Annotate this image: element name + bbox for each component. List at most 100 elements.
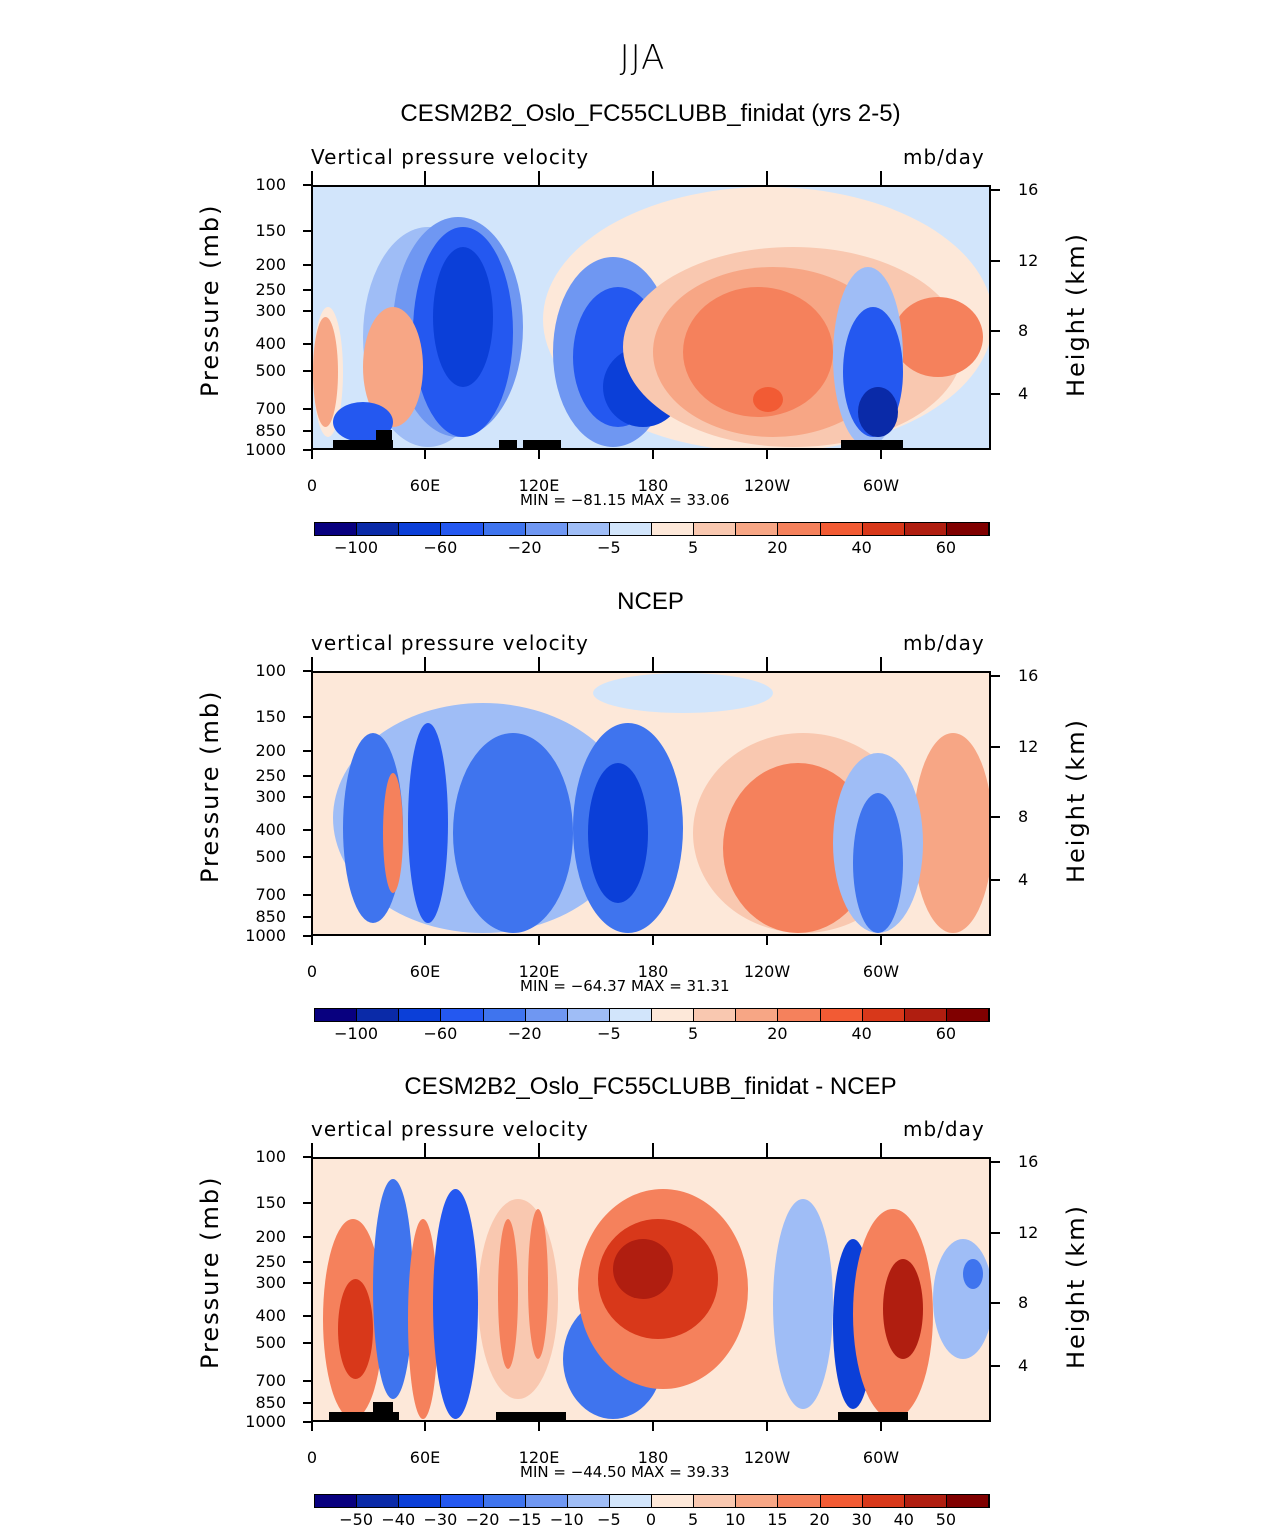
height-tick-label: 4 [1018,384,1029,403]
longitude-tick-label: 60E [409,1448,441,1467]
pressure-tick-label: 100 [255,175,286,194]
colorbar-label: 10 [725,1510,746,1529]
contour-region [773,1199,833,1409]
contour-region [893,297,983,377]
contour-region [338,1279,373,1379]
y-axis-label: Pressure (mb) [196,1175,224,1369]
panel-title: NCEP [617,588,684,615]
topography-mask [333,440,393,448]
colorbar-label: 40 [893,1510,914,1529]
pressure-tick-label: 850 [255,1393,286,1412]
colorbar-swatch [399,1495,442,1507]
colorbar-label: 20 [809,1510,830,1529]
topography-mask [499,440,517,448]
contour-plot [311,185,991,450]
height-tick-label: 12 [1018,737,1039,756]
colorbar-label: −15 [507,1510,542,1529]
height-tick-label: 16 [1018,1152,1039,1171]
longitude-tick-label: 0 [306,962,318,981]
topography-mask [376,430,392,448]
colorbar-swatch [904,1009,947,1021]
contour-region [723,763,873,933]
pressure-tick-label: 200 [255,255,286,274]
pressure-tick-label: 1000 [245,926,286,945]
colorbar-swatch [862,1009,905,1021]
longitude-tick-label: 180 [637,962,669,981]
height-tick-label: 16 [1018,180,1039,199]
pressure-tick-label: 850 [255,907,286,926]
colorbar-label: −10 [549,1510,584,1529]
colorbar-label: −20 [507,538,542,557]
height-axis-label: Height (km) [1062,1204,1090,1369]
longitude-tick-label: 120E [518,1448,560,1467]
longitude-tick-label: 60E [409,476,441,495]
pressure-tick-label: 100 [255,1147,286,1166]
longitude-tick-label: 180 [637,1448,669,1467]
longitude-tick-label: 120E [518,476,560,495]
contour-region [858,387,898,437]
panel-title: CESM2B2_Oslo_FC55CLUBB_finidat - NCEP [404,1073,897,1100]
contour-plot [311,671,991,936]
topography-mask [496,1412,566,1420]
colorbar-swatch [567,1009,610,1021]
y-axis-label: Pressure (mb) [196,203,224,397]
contour-region [613,1239,673,1299]
height-tick-label: 4 [1018,870,1029,889]
contour-region [453,733,573,933]
colorbar-label: 0 [645,1510,657,1529]
colorbar-swatch [652,1009,695,1021]
pressure-tick-label: 850 [255,421,286,440]
pressure-tick-label: 400 [255,334,286,353]
contour-region [528,1209,548,1359]
pressure-tick-label: 1000 [245,440,286,459]
colorbar-label: 20 [767,538,788,557]
colorbar-swatch [736,1009,779,1021]
pressure-tick-label: 700 [255,885,286,904]
longitude-tick-label: 60W [862,962,900,981]
colorbar-label: 60 [935,1024,957,1043]
contour-region [883,1259,923,1359]
colorbar-label: 5 [688,538,699,557]
longitude-tick-label: 0 [306,1448,318,1467]
colorbar-swatch [315,1495,358,1507]
min-max-label: MIN = −64.37 MAX = 31.31 [520,977,730,995]
variable-label: vertical pressure velocity [311,631,589,655]
colorbar-swatch [820,523,863,535]
colorbar-label: −5 [597,1510,621,1529]
units-label: mb/day [903,145,985,169]
colorbar-swatch [778,1495,821,1507]
colorbar-label: −100 [334,1024,379,1043]
colorbar-label: −40 [381,1510,416,1529]
colorbar-swatch [694,523,737,535]
units-label: mb/day [903,1117,985,1141]
contour-region [853,793,903,933]
colorbar [314,1494,990,1508]
height-tick-label: 4 [1018,1356,1029,1375]
height-tick-label: 12 [1018,1223,1039,1242]
longitude-tick-label: 120W [743,962,791,981]
contour-region [408,723,448,923]
figure-title: JJA [619,38,666,78]
colorbar-swatch [904,523,947,535]
longitude-tick-label: 120W [743,1448,791,1467]
contour-region [933,1239,989,1359]
pressure-tick-label: 250 [255,280,286,299]
topography-mask [523,440,561,448]
pressure-tick-label: 700 [255,1371,286,1390]
colorbar-swatch [525,1009,568,1021]
pressure-tick-label: 150 [255,1193,286,1212]
colorbar-swatch [778,1009,821,1021]
colorbar-label: 5 [688,1024,699,1043]
contour-region [363,307,423,427]
contour-region [498,1219,518,1369]
colorbar-label: −20 [507,1024,542,1043]
height-tick-label: 12 [1018,251,1039,270]
y-axis-label: Pressure (mb) [196,689,224,883]
topography-mask [838,1412,908,1420]
pressure-tick-label: 500 [255,847,286,866]
longitude-tick-label: 0 [306,476,318,495]
colorbar-swatch [525,1495,568,1507]
colorbar-swatch [483,1009,526,1021]
contour-region [408,1219,438,1419]
colorbar-label: −60 [423,538,458,557]
